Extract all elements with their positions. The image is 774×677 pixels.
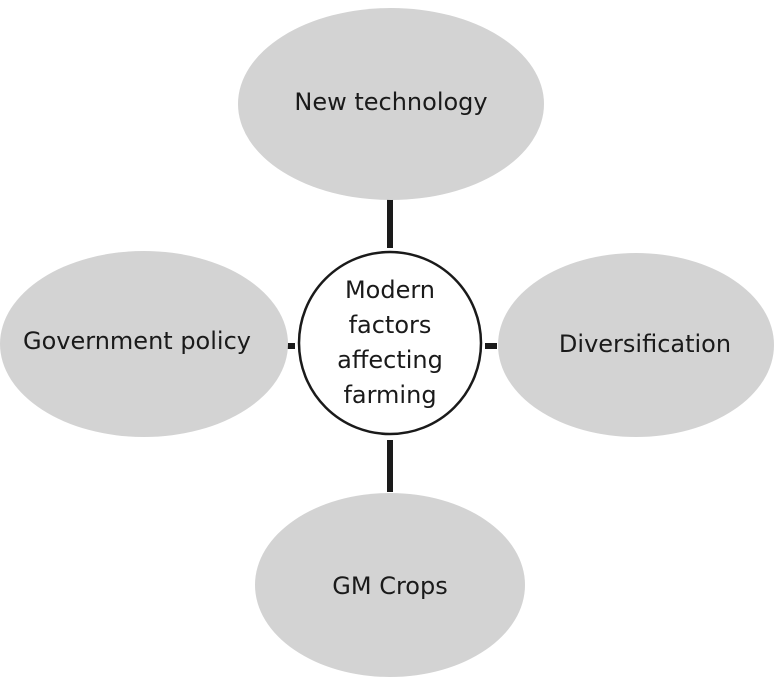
node-label: GM Crops	[332, 572, 447, 600]
node-label: New technology	[294, 88, 487, 116]
node-ellipse	[238, 8, 544, 200]
node-label: Diversification	[559, 330, 731, 358]
center-label: Modern	[345, 276, 435, 304]
center-label: farming	[343, 381, 436, 409]
center-circle	[297, 250, 483, 436]
node-ellipse	[0, 251, 288, 437]
center-label: affecting	[337, 346, 443, 374]
node-label: Government policy	[23, 327, 251, 355]
node-ellipse	[255, 493, 525, 677]
center-label: factors	[349, 311, 432, 339]
node-ellipse	[498, 253, 774, 437]
